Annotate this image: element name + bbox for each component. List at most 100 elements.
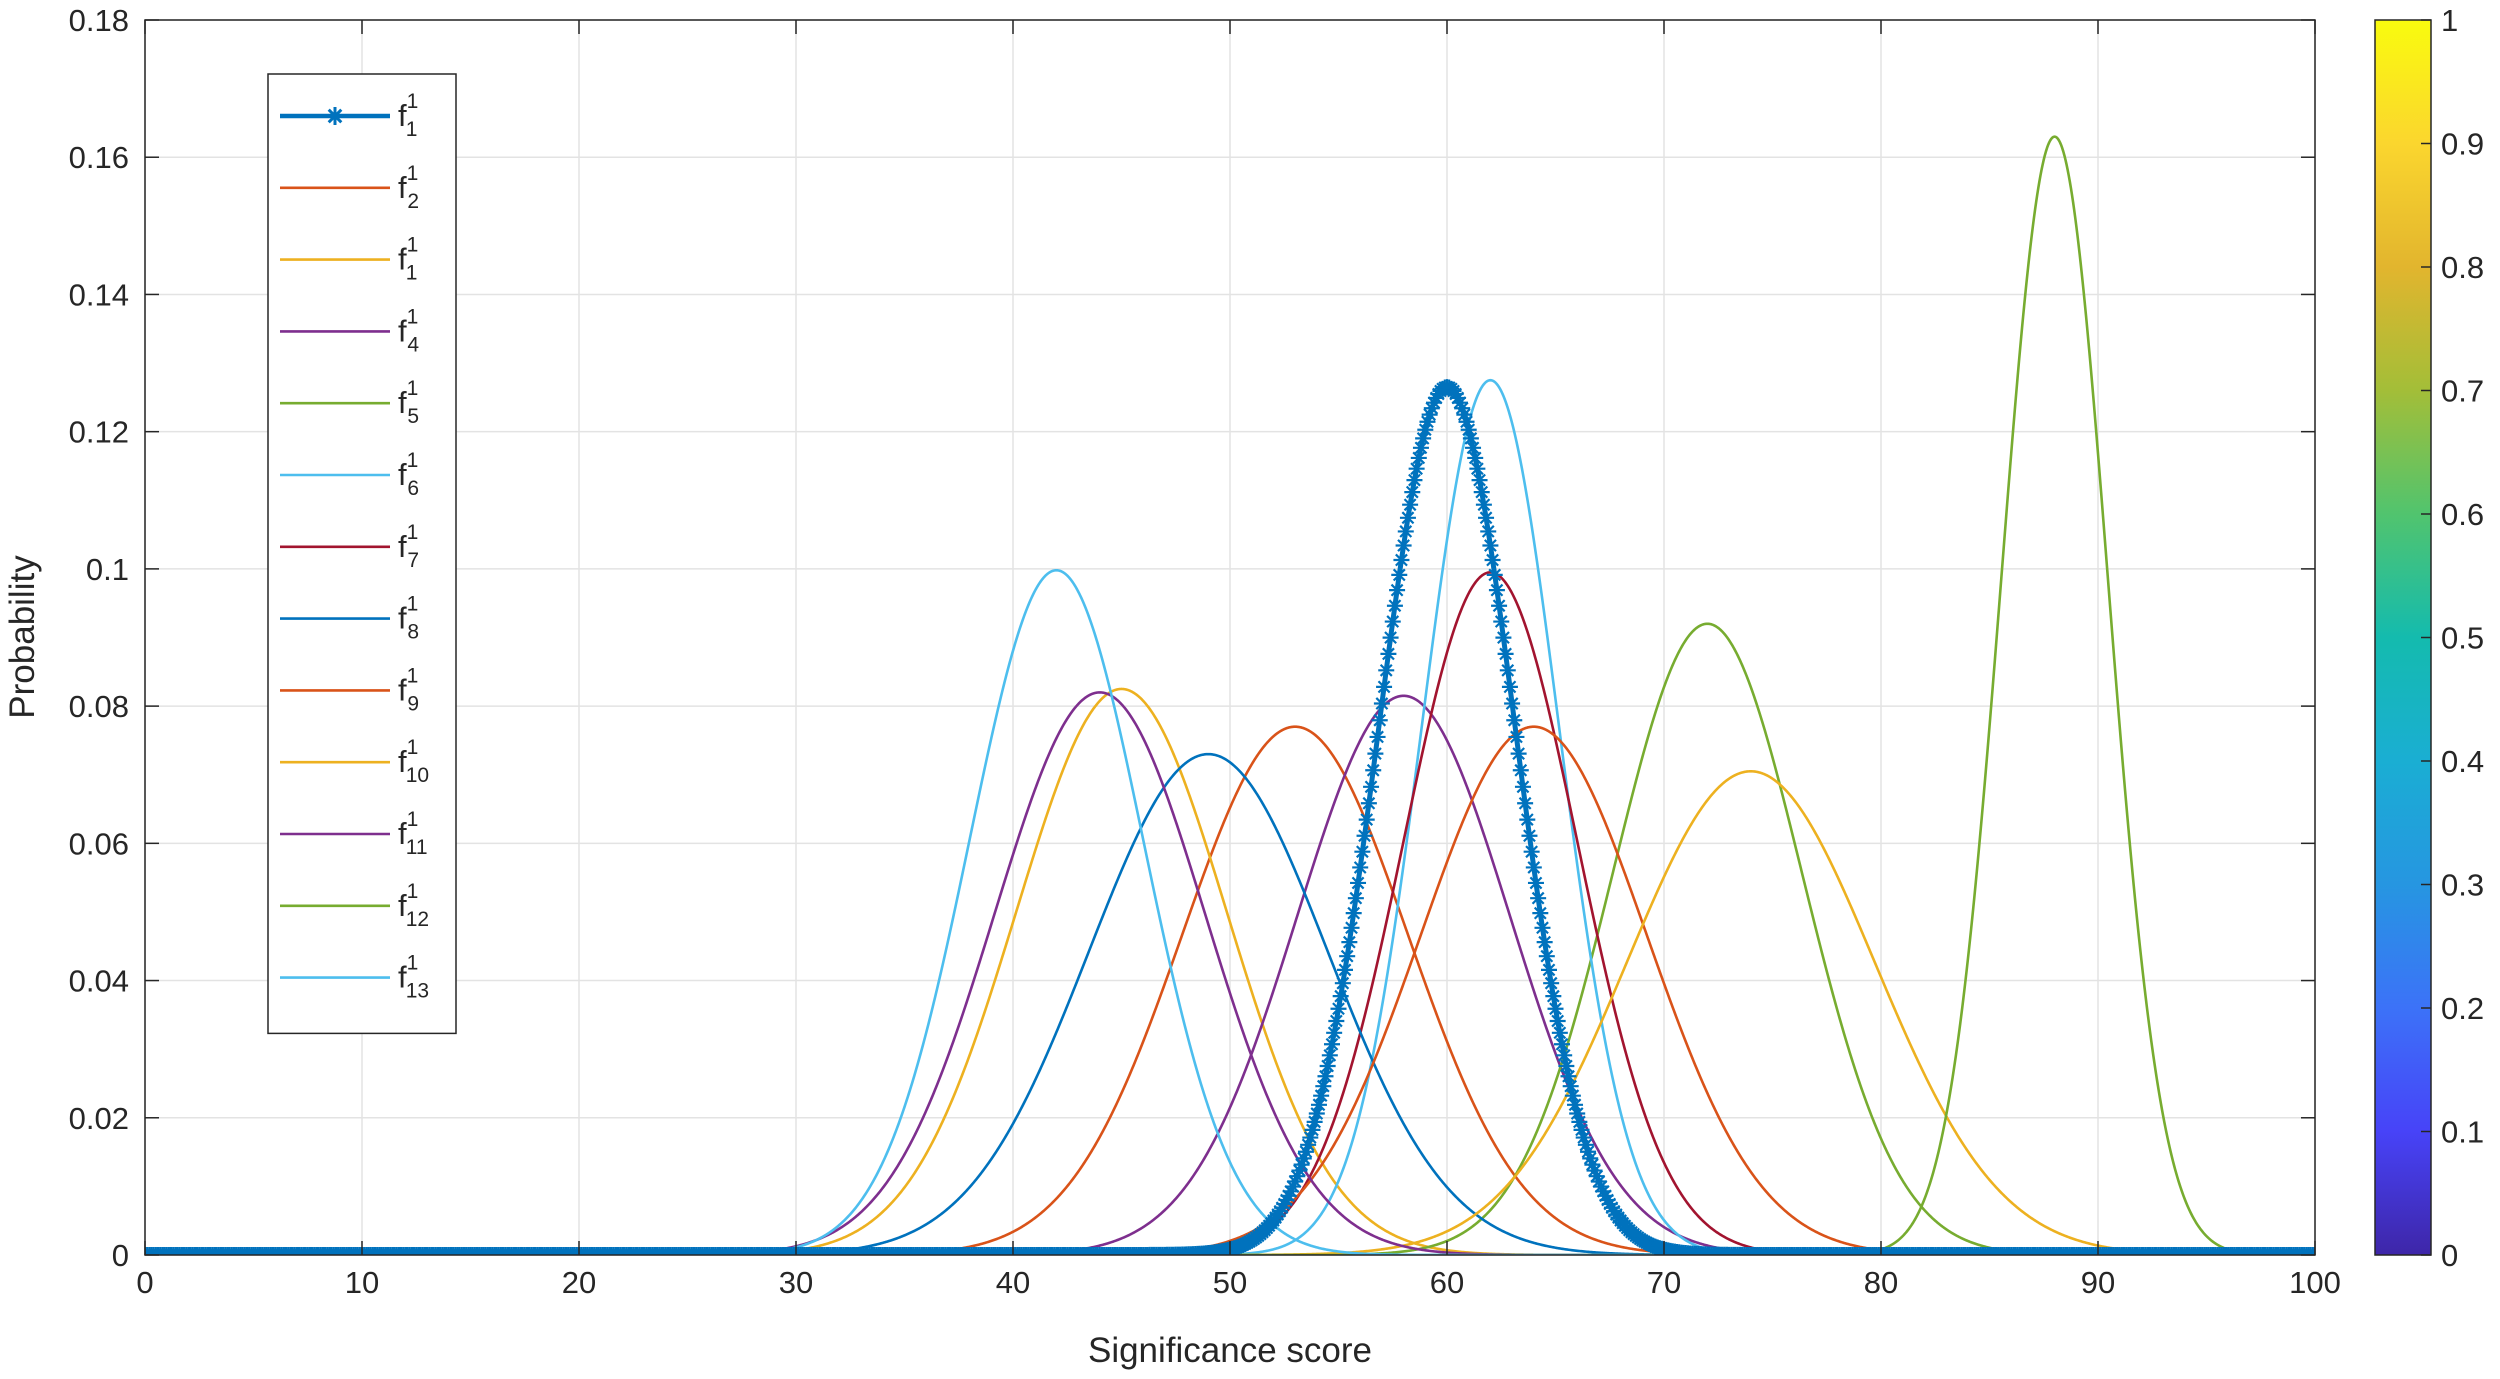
series-marker <box>1274 1199 1291 1216</box>
x-tick-label: 10 <box>345 1265 379 1300</box>
series-marker <box>1514 778 1531 795</box>
series-marker <box>1384 613 1401 630</box>
series-line-13 <box>145 568 2315 1255</box>
series-marker <box>1326 1024 1343 1041</box>
y-tick-label: 0.08 <box>69 689 129 724</box>
series-marker <box>1569 1105 1586 1122</box>
series-marker <box>1321 1047 1338 1064</box>
legend-label: f1 13 <box>398 952 429 1003</box>
series-marker <box>1469 460 1486 477</box>
series-marker <box>1395 537 1412 554</box>
series-marker <box>1486 566 1503 583</box>
series-marker <box>1447 386 1464 403</box>
legend-label-sub: 2 <box>407 190 419 213</box>
series-marker <box>1560 1068 1577 1085</box>
y-tick-label: 0.16 <box>69 140 129 175</box>
series-marker <box>1538 948 1555 965</box>
colorbar-tick-label: 0.2 <box>2441 991 2484 1026</box>
series-marker <box>1291 1162 1308 1179</box>
legend-label: f1 2 <box>398 162 419 213</box>
series-marker <box>1532 905 1549 922</box>
x-tick-label: 30 <box>779 1265 813 1300</box>
series-marker <box>1484 552 1501 569</box>
colorbar-tick-label: 0.4 <box>2441 744 2484 779</box>
series-marker <box>1493 613 1510 630</box>
series-marker <box>1428 389 1445 406</box>
series-marker <box>1380 645 1397 662</box>
legend-label: f1 8 <box>398 593 419 644</box>
series-line-4 <box>145 694 2315 1255</box>
series-marker <box>1334 975 1351 992</box>
series-marker <box>1499 662 1516 679</box>
legend-label-base: f <box>398 98 407 133</box>
series-marker <box>1510 745 1527 762</box>
legend-label: f1 12 <box>398 880 429 931</box>
legend-label: f1 1 <box>398 234 418 285</box>
series-marker <box>1512 762 1529 779</box>
series-marker <box>1504 695 1521 712</box>
legend-label-sup: 1 <box>407 162 419 185</box>
series-marker <box>1475 496 1492 513</box>
series-marker <box>1308 1105 1325 1122</box>
legend-label-sub: 8 <box>407 621 419 644</box>
legend-label-sup: 1 <box>407 521 419 544</box>
colorbar-tick-label: 1 <box>2441 3 2458 38</box>
series-marker <box>1313 1087 1330 1104</box>
series-marker <box>1341 934 1358 951</box>
legend-label-sub: 11 <box>406 836 428 859</box>
legend-item-4: f1 4 <box>280 305 419 356</box>
series-marker <box>1465 439 1482 456</box>
series-marker <box>1575 1129 1592 1146</box>
legend-box <box>267 73 457 1035</box>
series-marker <box>1356 827 1373 844</box>
x-tick-label: 60 <box>1430 1265 1464 1300</box>
legend-item-2: f1 2 <box>280 162 419 213</box>
series-marker <box>1382 629 1399 646</box>
series-marker <box>1354 843 1371 860</box>
series-marker <box>1287 1173 1304 1190</box>
series-marker <box>1577 1136 1594 1153</box>
series-marker <box>1462 430 1479 447</box>
legend-label-sup: 1 <box>407 234 418 257</box>
series-marker <box>1289 1168 1306 1185</box>
series-marker <box>1293 1156 1310 1173</box>
colorbar-tick-label: 0.9 <box>2441 127 2484 162</box>
series-marker <box>1352 859 1369 876</box>
series-marker <box>1410 449 1427 466</box>
series-marker <box>1376 678 1393 695</box>
series-line-5 <box>145 622 2315 1255</box>
series-line-12 <box>145 135 2315 1255</box>
series-marker <box>1480 523 1497 540</box>
series-marker <box>1302 1129 1319 1146</box>
series-marker <box>1317 1068 1334 1085</box>
series-marker <box>1363 778 1380 795</box>
legend-label-sub: 13 <box>406 980 429 1003</box>
series-marker <box>1350 874 1367 891</box>
series-marker <box>1597 1187 1614 1204</box>
series-marker <box>1386 597 1403 614</box>
colorbar-tick-label: 0 <box>2441 1238 2458 1273</box>
y-tick-label: 0.06 <box>69 826 129 861</box>
legend-label: f1 4 <box>398 305 419 356</box>
series-marker <box>1319 1057 1336 1074</box>
y-tick-label: 0.04 <box>69 964 129 999</box>
series-marker <box>1399 509 1416 526</box>
legend-label-sub: 1 <box>406 262 418 285</box>
legend-label: f1 11 <box>398 808 428 859</box>
series-marker <box>1547 1000 1564 1017</box>
series-marker <box>1358 811 1375 828</box>
x-tick-label: 0 <box>136 1265 153 1300</box>
series-marker <box>1460 421 1477 438</box>
legend-label-sub: 12 <box>406 908 429 931</box>
colorbar-tick-label: 0.8 <box>2441 250 2484 285</box>
legend-item-9: f1 9 <box>280 664 419 715</box>
colorbar-tick-label: 0.3 <box>2441 868 2484 903</box>
x-tick-label: 20 <box>562 1265 596 1300</box>
series-marker <box>1397 523 1414 540</box>
series-marker <box>1506 712 1523 729</box>
legend-label-sub: 1 <box>406 118 418 141</box>
legend-label-sup: 1 <box>407 305 419 328</box>
series-marker <box>1562 1078 1579 1095</box>
series-marker <box>1371 712 1388 729</box>
series-marker <box>1508 728 1525 745</box>
